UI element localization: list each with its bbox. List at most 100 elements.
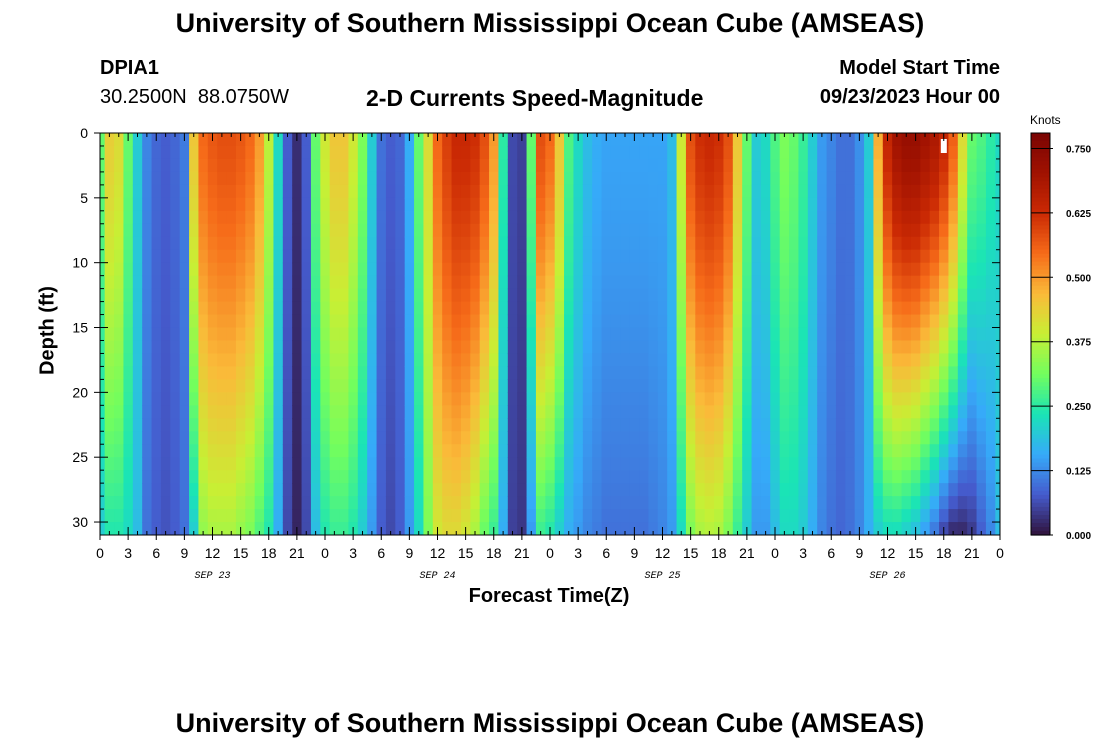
- heatmap-cell: [732, 392, 743, 406]
- heatmap-cell: [432, 483, 443, 497]
- heatmap-cell: [995, 133, 1000, 147]
- heatmap-cell: [545, 275, 556, 290]
- heatmap-cell: [957, 184, 968, 199]
- heatmap-cell: [957, 223, 968, 238]
- colorbar-tick-label: 0.750: [1066, 144, 1091, 155]
- heatmap-cell: [910, 496, 921, 510]
- heatmap-cell: [489, 340, 500, 355]
- heatmap-cell: [967, 405, 978, 419]
- heatmap-cell: [957, 158, 968, 173]
- colorbar-segment: [1031, 486, 1050, 492]
- heatmap-cell: [226, 223, 237, 238]
- heatmap-cell: [685, 236, 696, 251]
- heatmap-cell: [864, 171, 875, 186]
- heatmap-cell: [207, 379, 218, 393]
- heatmap-cell: [817, 444, 828, 458]
- heatmap-cell: [376, 366, 387, 380]
- heatmap-cell: [442, 444, 453, 458]
- heatmap-cell: [854, 288, 865, 303]
- heatmap-cell: [826, 158, 837, 173]
- heatmap-cell: [817, 327, 828, 342]
- heatmap-cell: [526, 418, 537, 432]
- heatmap-cell: [714, 353, 725, 368]
- heatmap-cell: [892, 418, 903, 432]
- heatmap-cell: [592, 288, 603, 303]
- heatmap-cell: [976, 184, 987, 199]
- heatmap-cell: [235, 145, 246, 160]
- heatmap-cell: [695, 418, 706, 432]
- heatmap-cell: [760, 444, 771, 458]
- heatmap-cell: [742, 158, 753, 173]
- heatmap-cell: [179, 197, 190, 212]
- heatmap-cell: [451, 457, 462, 471]
- heatmap-cell: [667, 197, 678, 212]
- heatmap-cell: [189, 340, 200, 355]
- heatmap-cell: [142, 210, 153, 225]
- heatmap-cell: [770, 483, 781, 497]
- heatmap-cell: [395, 392, 406, 406]
- heatmap-cell: [976, 223, 987, 238]
- heatmap-cell: [892, 223, 903, 238]
- heatmap-cell: [789, 522, 800, 535]
- heatmap-cell: [160, 418, 171, 432]
- heatmap-cell: [235, 236, 246, 251]
- heatmap-cell: [920, 470, 931, 484]
- heatmap-cell: [123, 392, 134, 406]
- heatmap-cell: [329, 171, 340, 186]
- heatmap-cell: [526, 353, 537, 368]
- heatmap-cell: [376, 327, 387, 342]
- heatmap-cell: [132, 236, 143, 251]
- heatmap-cell: [114, 392, 125, 406]
- heatmap-cell: [179, 288, 190, 303]
- heatmap-cell: [339, 262, 350, 277]
- heatmap-cell: [517, 340, 528, 355]
- heatmap-cell: [826, 184, 837, 199]
- heatmap-cell: [901, 133, 912, 147]
- heatmap-cell: [179, 223, 190, 238]
- heatmap-cell: [142, 509, 153, 523]
- heatmap-cell: [170, 210, 181, 225]
- heatmap-cell: [404, 314, 415, 329]
- heatmap-cell: [676, 470, 687, 484]
- heatmap-cell: [714, 301, 725, 316]
- heatmap-cell: [685, 275, 696, 290]
- heatmap-cell: [732, 431, 743, 445]
- heatmap-cell: [104, 262, 115, 277]
- heatmap-cell: [207, 431, 218, 445]
- heatmap-cell: [320, 210, 331, 225]
- colorbar-segment: [1031, 249, 1050, 255]
- heatmap-cell: [948, 133, 959, 147]
- heatmap-cell: [460, 288, 471, 303]
- heatmap-cell: [357, 431, 368, 445]
- heatmap-cell: [864, 353, 875, 368]
- heatmap-cell: [442, 223, 453, 238]
- heatmap-cell: [817, 522, 828, 535]
- heatmap-cell: [442, 366, 453, 380]
- heatmap-cell: [198, 379, 209, 393]
- heatmap-cell: [714, 457, 725, 471]
- heatmap-cell: [873, 262, 884, 277]
- heatmap-cell: [882, 327, 893, 342]
- heatmap-cell: [892, 366, 903, 380]
- colorbar-segment: [1031, 261, 1050, 267]
- heatmap-cell: [760, 249, 771, 264]
- heatmap-cell: [245, 405, 256, 419]
- heatmap-cell: [170, 353, 181, 368]
- heatmap-cell: [123, 145, 134, 160]
- heatmap-cell: [442, 210, 453, 225]
- heatmap-cell: [404, 158, 415, 173]
- heatmap-cell: [151, 171, 162, 186]
- heatmap-cell: [779, 223, 790, 238]
- heatmap-cell: [967, 197, 978, 212]
- heatmap-cell: [395, 327, 406, 342]
- heatmap-cell: [151, 314, 162, 329]
- heatmap-cell: [498, 210, 509, 225]
- heatmap-cell: [226, 483, 237, 497]
- heatmap-cell: [582, 340, 593, 355]
- heatmap-cell: [957, 249, 968, 264]
- heatmap-cell: [657, 301, 668, 316]
- heatmap-cell: [760, 301, 771, 316]
- heatmap-cell: [264, 470, 275, 484]
- heatmap-cell: [873, 223, 884, 238]
- heatmap-cell: [901, 236, 912, 251]
